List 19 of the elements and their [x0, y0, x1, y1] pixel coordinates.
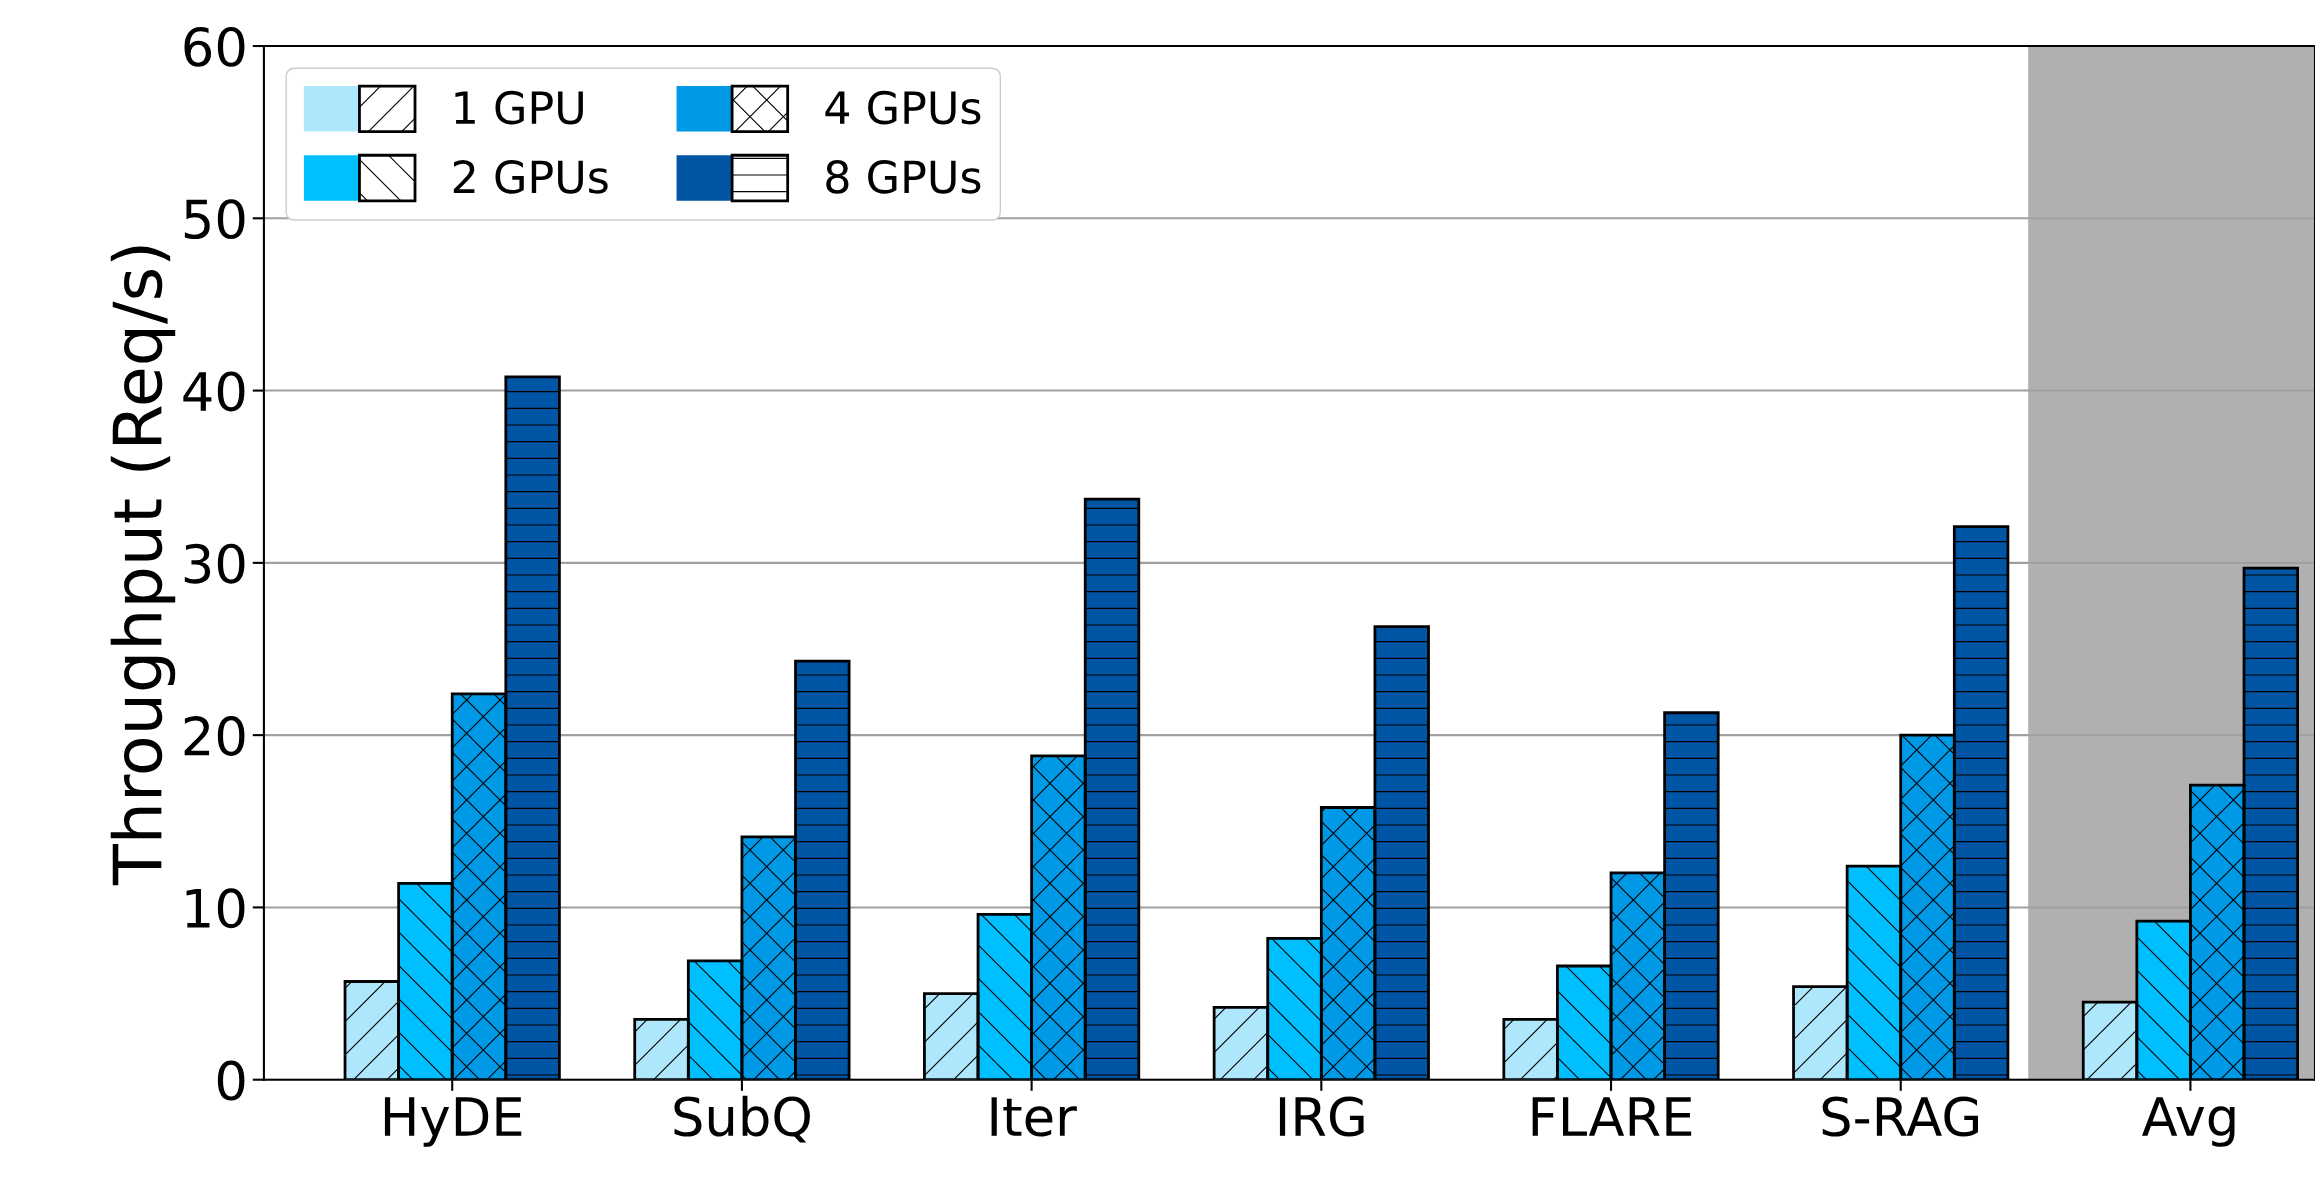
x-tick-label: Avg	[2141, 1097, 2235, 1147]
y-tick-label: 40	[183, 371, 245, 412]
x-tick-label: FLARE	[1532, 1097, 1692, 1136]
legend-label: 4 GPUs	[825, 90, 981, 125]
x-tick-label: Iter	[991, 1097, 1077, 1137]
y-tick-label: 50	[184, 199, 245, 240]
x-tick-label: S-RAG	[1822, 1096, 1978, 1137]
x-tick-label: HyDE	[384, 1097, 522, 1147]
x-tick-label: SubQ	[674, 1095, 810, 1143]
x-tick-label: IRG	[1279, 1096, 1364, 1137]
y-tick-label: 10	[186, 888, 245, 929]
y-tick-label: 60	[184, 26, 245, 67]
y-tick-label: 30	[184, 543, 245, 584]
legend-label: 1 GPU	[455, 90, 583, 125]
y-tick-label: 20	[184, 716, 245, 756]
legend-label: 2 GPUs	[453, 160, 608, 194]
y-tick-label: 0	[217, 1060, 245, 1101]
y-axis-title: Throughput (Req/s)	[110, 246, 176, 886]
legend-label: 8 GPUs	[826, 160, 981, 194]
